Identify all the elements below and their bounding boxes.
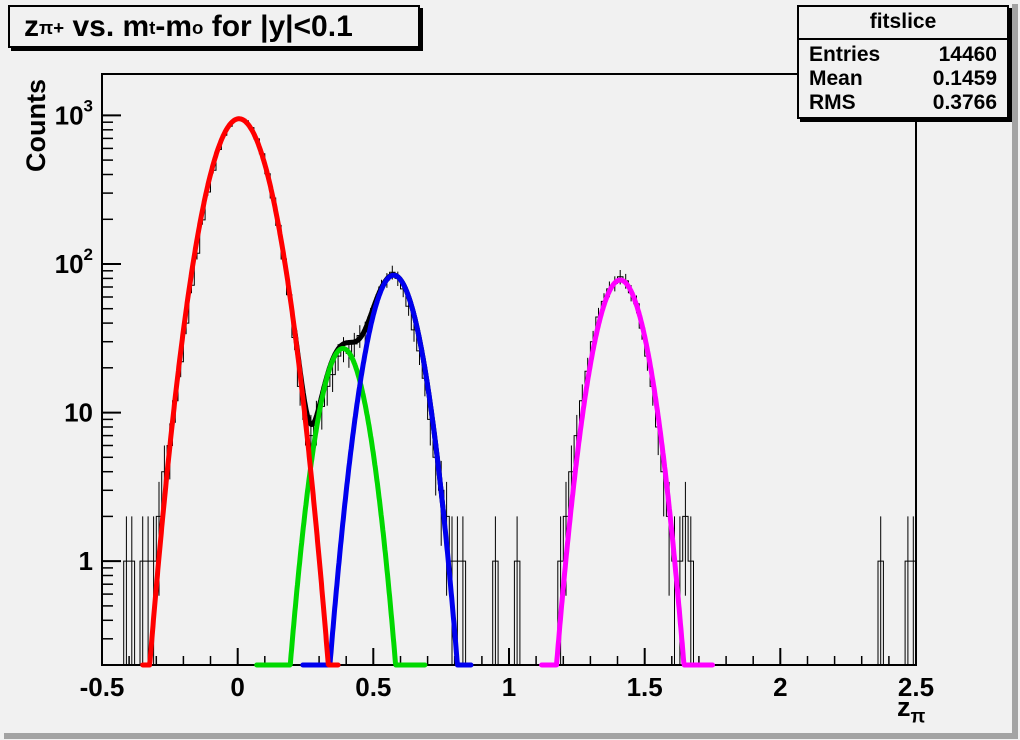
- stat-label: Entries: [809, 43, 881, 66]
- stats-row: RMS 0.3766: [809, 91, 997, 115]
- stat-value: 0.1459: [932, 67, 997, 90]
- svg-text:0: 0: [230, 672, 244, 702]
- canvas-shadow-right: [1012, 4, 1018, 738]
- y-axis-title: Counts: [21, 79, 51, 172]
- plot-title-part: -m: [155, 9, 193, 43]
- svg-text:1.5: 1.5: [627, 672, 663, 702]
- x-axis-title-main: z: [897, 692, 911, 722]
- canvas-shadow-bottom: [4, 733, 1018, 739]
- plot-title-sub: π+: [39, 17, 65, 39]
- svg-text:1: 1: [502, 672, 516, 702]
- stats-row: Entries 14460: [809, 43, 997, 67]
- svg-text:1: 1: [79, 546, 93, 576]
- svg-text:0.5: 0.5: [355, 672, 391, 702]
- svg-text:10: 10: [64, 398, 93, 428]
- plot-title-part: vs. m: [64, 9, 150, 43]
- stat-label: Mean: [809, 67, 863, 90]
- svg-text:2.5: 2.5: [898, 672, 934, 702]
- plot-title-part: z: [24, 9, 39, 43]
- stats-rows: Entries 14460 Mean 0.1459 RMS 0.3766: [799, 40, 1007, 118]
- x-axis-title: zπ: [897, 694, 925, 730]
- svg-text:102: 102: [55, 245, 93, 279]
- svg-text:2: 2: [773, 672, 787, 702]
- stat-label: RMS: [809, 91, 856, 114]
- svg-text:-0.5: -0.5: [80, 672, 125, 702]
- svg-text:103: 103: [55, 96, 93, 130]
- stat-value: 0.3766: [932, 91, 997, 114]
- stat-value: 14460: [938, 43, 997, 66]
- plot-title-part: for |y|<0.1: [203, 9, 353, 43]
- title-box: z π+ vs. m t -m o for |y|<0.1: [8, 5, 420, 48]
- stats-row: Mean 0.1459: [809, 67, 997, 91]
- x-axis-title-sub: π: [910, 705, 926, 728]
- plot-title-sub: t: [149, 17, 156, 39]
- plot-title-sub: o: [192, 17, 204, 39]
- stats-title: fitslice: [799, 7, 1007, 40]
- stats-box: fitslice Entries 14460 Mean 0.1459 RMS 0…: [797, 5, 1009, 119]
